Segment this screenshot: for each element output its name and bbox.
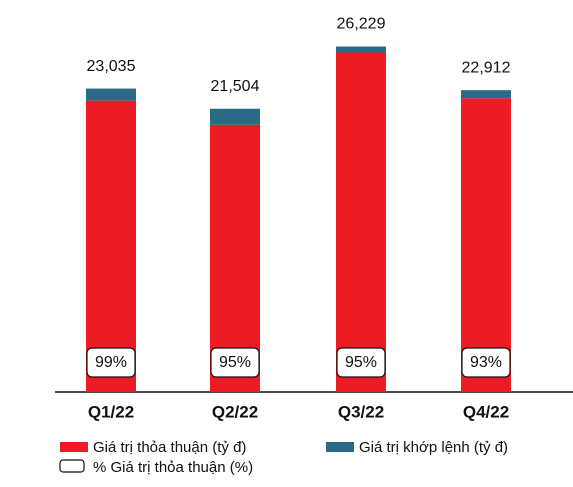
legend-label: Giá trị khớp lệnh (tỷ đ) <box>359 439 508 456</box>
legend-swatch <box>59 459 85 473</box>
total-label: 26,229 <box>337 16 386 33</box>
share-label: 95% <box>219 354 251 371</box>
share-label: 95% <box>345 354 377 371</box>
share-box <box>86 347 136 378</box>
legend-swatch <box>326 442 354 452</box>
legend-label: Giá trị thỏa thuận (tỷ đ) <box>93 439 246 456</box>
bar-segment <box>86 88 136 101</box>
share-box <box>336 347 386 378</box>
total-label: 21,504 <box>211 78 260 95</box>
bar-segment <box>461 98 511 393</box>
bar-segment <box>336 46 386 53</box>
bar-segment <box>461 90 511 99</box>
x-tick-label: Q2/22 <box>212 402 258 421</box>
legend-label: % Giá trị thỏa thuận (%) <box>93 459 253 476</box>
bar-segment <box>336 52 386 393</box>
bar-segment <box>210 108 260 125</box>
x-tick-label: Q3/22 <box>338 402 384 421</box>
legend-swatch <box>60 442 88 452</box>
x-tick-label: Q1/22 <box>88 402 134 421</box>
share-box <box>461 347 511 378</box>
share-label: 99% <box>95 354 127 371</box>
x-tick-label: Q4/22 <box>463 402 509 421</box>
bar-segment <box>86 100 136 392</box>
total-label: 22,912 <box>462 59 511 76</box>
total-label: 23,035 <box>87 58 136 75</box>
share-label: 93% <box>470 354 502 371</box>
share-box <box>210 347 260 378</box>
